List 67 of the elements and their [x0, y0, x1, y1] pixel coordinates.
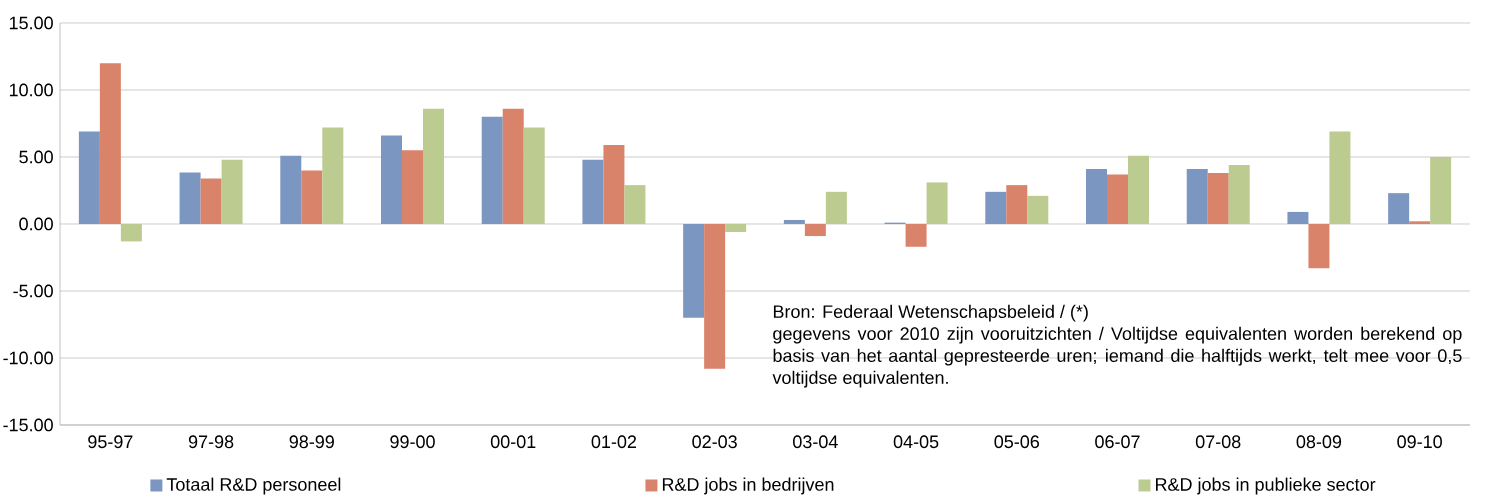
legend-label: Totaal R&D personeel: [166, 477, 341, 495]
bar: [523, 127, 545, 224]
bar: [481, 116, 503, 224]
bar: [1329, 131, 1351, 224]
bar: [381, 135, 403, 224]
annotation: Bron: Federaal Wetenschapsbeleid / (*): [773, 304, 1088, 322]
bar: [804, 223, 826, 237]
x-tick-label: 09-10: [1397, 435, 1442, 449]
x-tick-label: 06-07: [1095, 435, 1140, 449]
bar: [99, 63, 121, 224]
x-tick-label: 05-06: [994, 435, 1040, 449]
bar: [1128, 155, 1150, 224]
bar: [502, 108, 524, 224]
bar: [120, 223, 142, 242]
x-tick-label: 00-01: [490, 435, 536, 449]
bar: [1287, 211, 1309, 224]
bar: [322, 127, 344, 224]
x-tick-label: 99-00: [390, 435, 435, 449]
y-tick-label: 15.00: [9, 16, 53, 30]
bar: [1027, 195, 1049, 224]
y-tick-label: -5.00: [13, 284, 53, 298]
bar: [1006, 185, 1028, 224]
bar: [926, 182, 948, 224]
legend-label: R&D jobs in bedrijven: [662, 477, 834, 495]
bar: [280, 155, 302, 224]
y-tick-label: 5.00: [19, 150, 53, 164]
y-tick-label: 0.00: [19, 217, 53, 231]
x-tick-label: 07-08: [1195, 435, 1241, 449]
x-tick-label: 95-97: [88, 435, 133, 449]
bar: [221, 159, 243, 224]
bar: [1388, 193, 1410, 224]
annotation: gegevens voor 2010 zijn vooruitzichten / Voltijdse equivalenten worden berekend op basis van het aantal gepresteerde uren; iemand die halftijds werkt, telt mee voor 0,5 voltijdse equivalenten.: [772, 326, 1462, 388]
x-tick-label: 02-03: [692, 435, 737, 449]
legend-label: R&D jobs in publieke sector: [1156, 477, 1376, 495]
bar: [1107, 174, 1128, 224]
bar: [402, 150, 424, 224]
bar: [825, 191, 847, 224]
bar: [1186, 169, 1208, 224]
x-tick-label: 08-09: [1296, 435, 1342, 449]
bar: [603, 144, 625, 224]
bar: [1308, 223, 1330, 269]
bar: [301, 170, 323, 224]
y-tick-label: -15.00: [3, 418, 53, 432]
x-tick-label: 04-05: [893, 435, 939, 449]
y-tick-label: -10.00: [3, 351, 53, 365]
x-tick-label: 03-04: [793, 435, 838, 449]
bar: [985, 191, 1007, 224]
x-tick-label: 01-02: [591, 435, 637, 449]
bar: [624, 185, 646, 224]
x-tick-label: 98-99: [289, 435, 334, 449]
bar: [179, 172, 201, 224]
bar: [1409, 221, 1431, 224]
bar: [78, 131, 100, 224]
bar: [200, 178, 222, 224]
bar: [423, 108, 445, 224]
bar: [905, 223, 927, 247]
y-tick-label: 10.00: [9, 83, 53, 97]
bar: [582, 159, 604, 224]
bar: [783, 219, 805, 224]
bar: [683, 223, 705, 318]
bar: [704, 223, 726, 369]
bar: [1207, 173, 1229, 224]
x-tick-label: 97-98: [188, 435, 234, 449]
bar: [1228, 165, 1250, 224]
bar: [1430, 156, 1452, 224]
bar: [1086, 169, 1107, 224]
bar: [725, 223, 747, 233]
